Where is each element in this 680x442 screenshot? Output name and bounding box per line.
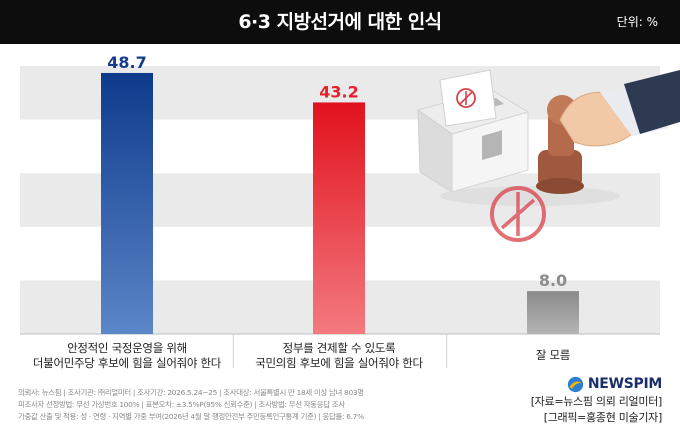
- category-label: 정부를 견제할 수 있도록 국민의힘 후보에 힘을 실어줘야 한다: [229, 341, 449, 371]
- page-title: 6·3 지방선거에 대한 인식: [238, 11, 442, 33]
- category-label-line: 국민의힘 후보에 힘을 실어줘야 한다: [255, 356, 423, 370]
- value-label: 43.2: [319, 82, 358, 101]
- survey-info-line: 가중값 산출 및 적용: 성 · 연령 · 지역별 가중 부여(2026년 4월…: [18, 412, 364, 421]
- category-label-line: 잘 모름: [535, 348, 571, 362]
- unit-label: 단위: %: [616, 15, 658, 29]
- newspim-logo: NEWSPIM: [472, 374, 662, 394]
- bar: [313, 102, 365, 334]
- newspim-logo-icon: [567, 376, 584, 392]
- value-label: 8.0: [539, 271, 567, 290]
- graphic-credit: [그래픽=홍종현 미술기자]: [543, 411, 663, 424]
- category-label-line: 안정적인 국정운영을 위해: [67, 341, 187, 355]
- credits: NEWSPIM [자료=뉴스핌 의뢰 리얼미터] [그래픽=홍종현 미술기자]: [472, 374, 663, 426]
- category-label-line: 더불어민주당 후보에 힘을 실어줘야 한다: [32, 356, 222, 370]
- category-label: 잘 모름: [443, 348, 663, 363]
- bars: [101, 72, 579, 334]
- bar: [527, 291, 579, 334]
- value-labels: 48.7 43.2 8.0: [107, 53, 567, 290]
- newspim-logo-text: NEWSPIM: [587, 376, 662, 392]
- category-separators: [232, 334, 448, 368]
- category-label-line: 정부를 견제할 수 있도록: [282, 341, 396, 355]
- source-credit: [자료=뉴스핌 의뢰 리얼미터]: [530, 395, 663, 408]
- survey-info: 의뢰사: 뉴스핌 | 조사기관: ㈜리얼미터 | 조사기간: 2026.5.24…: [18, 387, 488, 423]
- survey-info-line: 피조사자 선정방법: 무선 가상번호 100% | 표본오차: ±3.5%P(9…: [18, 400, 345, 409]
- category-label: 안정적인 국정운영을 위해 더불어민주당 후보에 힘을 실어줘야 한다: [17, 341, 237, 371]
- ballot-illustration: [416, 69, 680, 242]
- survey-info-line: 의뢰사: 뉴스핌 | 조사기관: ㈜리얼미터 | 조사기간: 2026.5.24…: [18, 388, 364, 397]
- value-label: 48.7: [107, 53, 146, 72]
- header-bar: [0, 0, 680, 44]
- bar: [101, 72, 153, 334]
